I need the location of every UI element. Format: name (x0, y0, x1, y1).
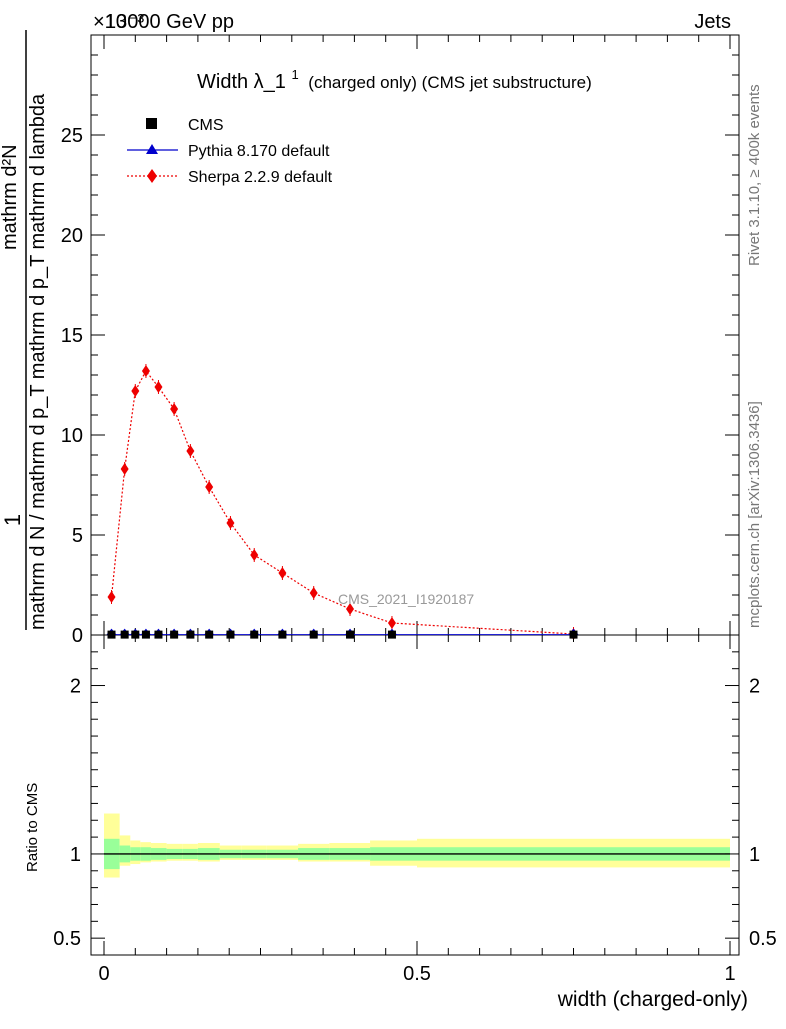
legend-label-pythia: Pythia 8.170 default (188, 143, 330, 160)
energy-label: 13000 GeV pp (105, 11, 234, 33)
sherpa-point (250, 549, 259, 561)
sherpa-point (186, 445, 195, 457)
cms-point (120, 630, 129, 639)
ratio-plot-layer: 0.5 0.5 1 1 2 2 0 0.5 1 (53, 635, 777, 985)
chart-title-main: Width λ_1 (197, 71, 286, 93)
legend-marker-pythia (146, 144, 158, 154)
y-label-numerator: mathrm d²N (0, 144, 21, 250)
chart-title: Width λ_1 1 (charged only) (CMS jet subs… (197, 62, 592, 93)
ratio-y-axis-label: Ratio to CMS (24, 783, 41, 872)
x-tick-label: 1 (724, 963, 735, 985)
cms-point (226, 630, 235, 639)
cms-point (346, 630, 355, 639)
sherpa-point (170, 403, 179, 415)
sherpa-point (141, 365, 150, 377)
ratio-y-tick-label: 1 (70, 844, 81, 866)
cms-point (205, 630, 214, 639)
category-label: Jets (694, 11, 731, 33)
y-label-one: 1 (0, 514, 25, 526)
cms-point (569, 630, 578, 639)
cms-point (186, 630, 195, 639)
cms-point (309, 630, 318, 639)
cms-point (131, 630, 140, 639)
analysis-watermark: CMS_2021_I1920187 (338, 591, 474, 607)
sherpa-point (387, 617, 396, 629)
chart-title-sup: 1 (292, 67, 299, 82)
sherpa-point (107, 591, 116, 603)
legend: CMS Pythia 8.170 default Sherpa 2.2.9 de… (127, 117, 333, 186)
ratio-y-tick-label-right: 0.5 (749, 928, 777, 950)
sherpa-point (278, 567, 287, 579)
y-tick-label: 0 (72, 625, 83, 647)
ratio-y-tick-label: 0.5 (53, 928, 81, 950)
cms-point (387, 630, 396, 639)
sherpa-point (120, 463, 129, 475)
y-tick-label: 25 (61, 125, 83, 147)
sherpa-line (110, 369, 574, 635)
ratio-y-tick-label-right: 1 (749, 844, 760, 866)
cms-point (154, 630, 163, 639)
chart-title-rest: (charged only) (CMS jet substructure) (308, 73, 591, 92)
exponent-label: ×10⁻³ (93, 11, 144, 33)
legend-marker-cms (146, 118, 157, 129)
legend-label-sherpa: Sherpa 2.2.9 default (188, 169, 333, 186)
sherpa-point (154, 381, 163, 393)
sherpa-point (131, 385, 140, 397)
legend-label-cms: CMS (188, 117, 224, 134)
sherpa-point (346, 603, 355, 615)
main-plot-layer: 0 5 10 15 20 25 (61, 34, 739, 647)
legend-marker-sherpa (147, 169, 157, 183)
x-axis-label: width (charged-only) (557, 988, 748, 1011)
sherpa-point (309, 587, 318, 599)
ratio-y-tick-label-right: 2 (749, 676, 760, 698)
cms-point (141, 630, 150, 639)
main-y-axis-label: 1 mathrm d N / mathrm d p_T mathrm d p_T… (0, 30, 49, 630)
cms-point (278, 630, 287, 639)
y-tick-label: 5 (72, 525, 83, 547)
ratio-y-tick-label: 2 (70, 676, 81, 698)
x-tick-label: 0.5 (403, 963, 431, 985)
y-label-denominator: mathrm d N / mathrm d p_T mathrm d p_T m… (27, 93, 49, 630)
y-tick-label: 10 (61, 425, 83, 447)
cms-point (250, 630, 259, 639)
rivet-info-label: Rivet 3.1.10, ≥ 400k events (746, 84, 763, 266)
y-tick-label: 20 (61, 225, 83, 247)
sherpa-point (226, 517, 235, 529)
sherpa-point (205, 481, 214, 493)
y-tick-label: 15 (61, 325, 83, 347)
cms-point (170, 630, 179, 639)
x-tick-label: 0 (98, 963, 109, 985)
mcplots-info-label: mcplots.cern.ch [arXiv:1306.3436] (746, 401, 763, 628)
cms-point (107, 630, 116, 639)
